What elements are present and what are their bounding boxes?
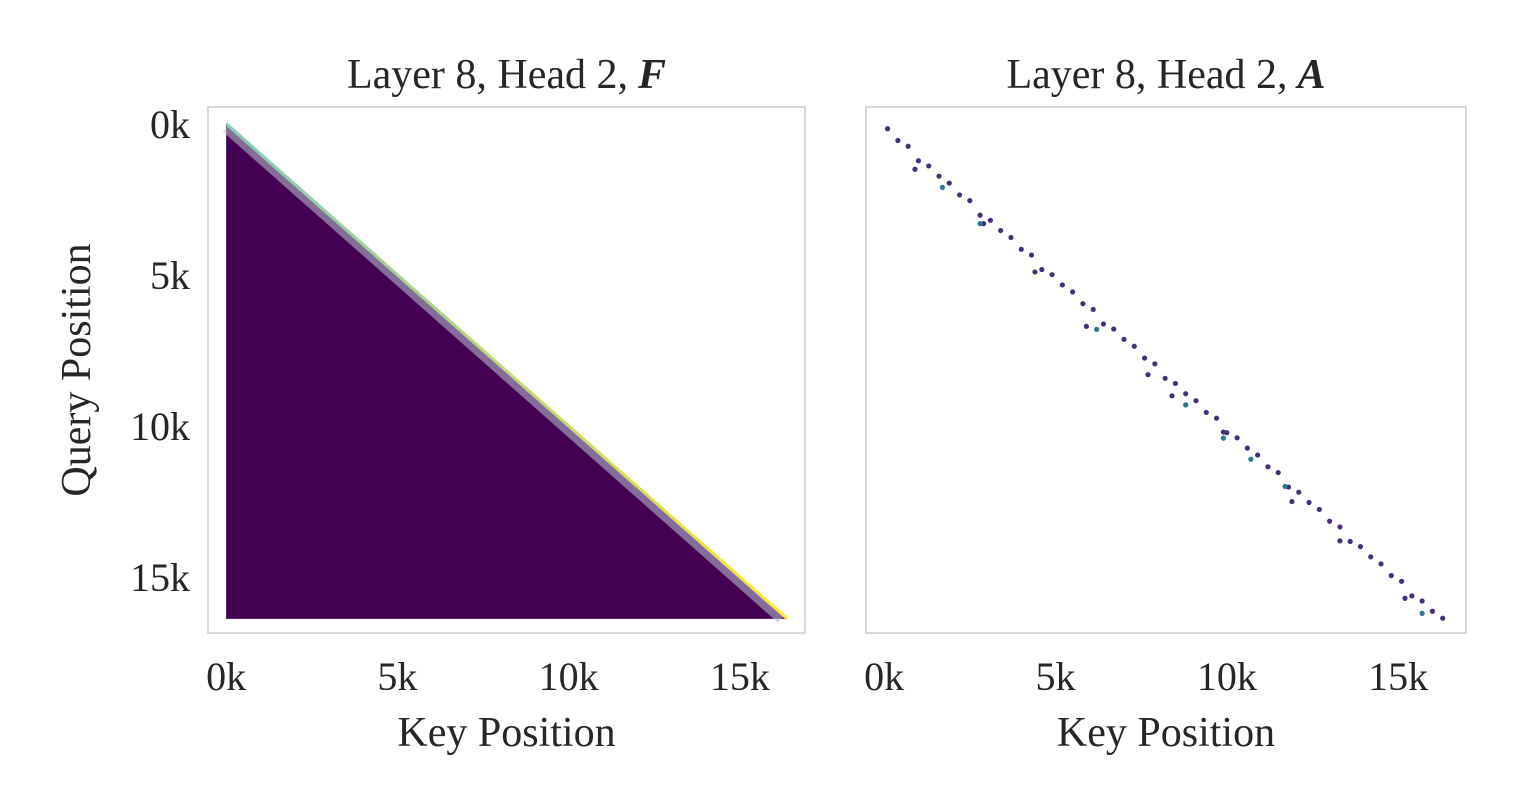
point: [1429, 608, 1436, 614]
x-tick-label: 5k: [377, 654, 417, 699]
point: [1244, 445, 1250, 451]
point: [926, 163, 932, 169]
title-text: Layer 8, Head 2,: [1006, 52, 1287, 98]
point: [956, 192, 963, 198]
point: [977, 221, 983, 227]
panel: Layer 8, Head 2, F 0k 5k 10k 15k 0k 5k 10k 15k Key…: [54, 52, 806, 756]
point: [1419, 598, 1425, 604]
point: [1008, 234, 1014, 241]
panel: Layer 8, Head 2, A 0k 5k 10k 15k Key Position: [864, 52, 1467, 756]
title-text: Layer 8, Head 2,: [347, 52, 628, 98]
point: [1111, 326, 1117, 332]
point: [1220, 435, 1226, 441]
point: [1028, 252, 1035, 258]
x-axis-label: Key Position: [1057, 710, 1275, 756]
point: [1419, 610, 1425, 616]
point: [967, 198, 973, 204]
point: [1039, 266, 1045, 273]
axes-frame: [207, 106, 806, 634]
point: [1018, 246, 1024, 252]
title-symbol: A: [1295, 52, 1326, 98]
x-tick-label: 5k: [1035, 654, 1075, 699]
point: [1059, 282, 1065, 288]
point: [1378, 561, 1384, 567]
point: [998, 227, 1004, 234]
title-symbol: F: [637, 52, 666, 98]
point: [1388, 572, 1394, 579]
point: [1203, 409, 1209, 416]
point: [1255, 452, 1261, 458]
point: [912, 166, 918, 172]
x-tick-label: 10k: [1197, 654, 1257, 699]
axes-frame: [865, 106, 1467, 634]
point: [1337, 538, 1343, 544]
point: [1347, 538, 1353, 545]
point: [1172, 380, 1179, 387]
point: [1141, 355, 1148, 361]
x-tick-label: 15k: [710, 654, 770, 699]
point: [1316, 506, 1322, 513]
point: [1169, 393, 1175, 399]
point: [1094, 326, 1100, 332]
point: [939, 184, 946, 190]
point: [1282, 483, 1288, 490]
point: [946, 180, 952, 186]
x-tick-label: 15k: [1368, 654, 1428, 699]
y-tick-label: 0k: [150, 102, 190, 147]
point: [905, 143, 911, 149]
x-tick-label: 10k: [539, 654, 599, 699]
y-axis-label: Query Position: [54, 243, 100, 496]
point: [895, 137, 901, 144]
point: [1145, 372, 1151, 378]
point: [1327, 518, 1333, 524]
y-tick-label: 5k: [150, 253, 190, 298]
point: [987, 217, 993, 223]
point: [977, 212, 983, 218]
point: [915, 158, 922, 164]
point: [1409, 593, 1415, 599]
point: [1090, 306, 1096, 313]
point: [1440, 615, 1446, 621]
y-tick-label: 10k: [130, 404, 190, 449]
point: [1080, 301, 1086, 307]
point: [1032, 269, 1038, 275]
point: [1183, 391, 1189, 397]
point: [1265, 464, 1271, 470]
x-tick-label: 0k: [206, 654, 246, 699]
point: [1121, 336, 1127, 342]
heatmap-diagonal: [225, 122, 789, 621]
point: [1193, 398, 1199, 404]
point: [1070, 289, 1076, 295]
chart-title: Layer 8, Head 2, F: [347, 52, 666, 98]
point: [1131, 343, 1137, 349]
point: [936, 173, 942, 179]
point: [1213, 415, 1220, 421]
point: [1234, 435, 1240, 441]
point: [1162, 375, 1168, 381]
point: [1083, 323, 1089, 329]
x-axis-label: Key Position: [397, 710, 615, 756]
point: [1398, 578, 1405, 584]
point: [1357, 543, 1364, 550]
point: [884, 126, 891, 132]
point: [1183, 402, 1189, 408]
point: [1152, 361, 1158, 367]
chart-title: Layer 8, Head 2, A: [1006, 52, 1325, 98]
point: [1275, 469, 1281, 476]
point: [1248, 456, 1254, 462]
point: [1402, 595, 1408, 601]
point: [1049, 272, 1055, 278]
point: [1337, 524, 1343, 530]
heatmap-band: [222, 124, 785, 623]
point: [1306, 499, 1312, 506]
point: [1289, 498, 1295, 505]
point: [1368, 554, 1374, 560]
point: [1100, 321, 1107, 327]
x-tick-label: 0k: [864, 654, 904, 699]
point: [1296, 489, 1302, 495]
y-tick-label: 15k: [130, 555, 190, 600]
point: [1220, 429, 1226, 435]
